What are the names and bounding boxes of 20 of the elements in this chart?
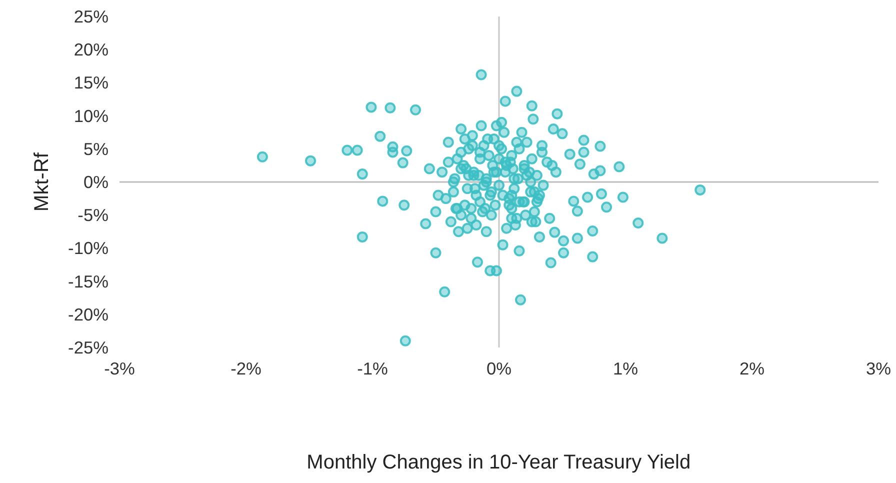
x-tick-label: 2% [739, 358, 765, 378]
x-axis-title: Monthly Changes in 10-Year Treasury Yield [306, 452, 691, 474]
y-tick-label: 0% [83, 172, 108, 192]
y-tick-label: 10% [74, 106, 109, 126]
x-tick-label: 3% [866, 358, 892, 378]
y-tick-label: -5% [78, 205, 109, 226]
x-tick-label: -2% [230, 358, 262, 378]
y-tick-label: -10% [68, 238, 108, 258]
y-tick-label: 25% [74, 6, 109, 26]
y-tick-label: -20% [68, 304, 108, 324]
y-tick-label: 20% [74, 40, 109, 60]
y-tick-label: -25% [68, 338, 108, 358]
y-tick-label: 15% [74, 72, 109, 93]
y-tick-label: -15% [68, 271, 108, 292]
y-axis-title: Mkt-Rf [31, 152, 54, 212]
x-tick-label: 0% [486, 358, 512, 378]
x-tick-label: -1% [357, 358, 388, 378]
x-tick-label: 1% [612, 358, 638, 378]
x-tick-label: -3% [104, 358, 135, 378]
y-tick-label: 5% [83, 138, 108, 159]
